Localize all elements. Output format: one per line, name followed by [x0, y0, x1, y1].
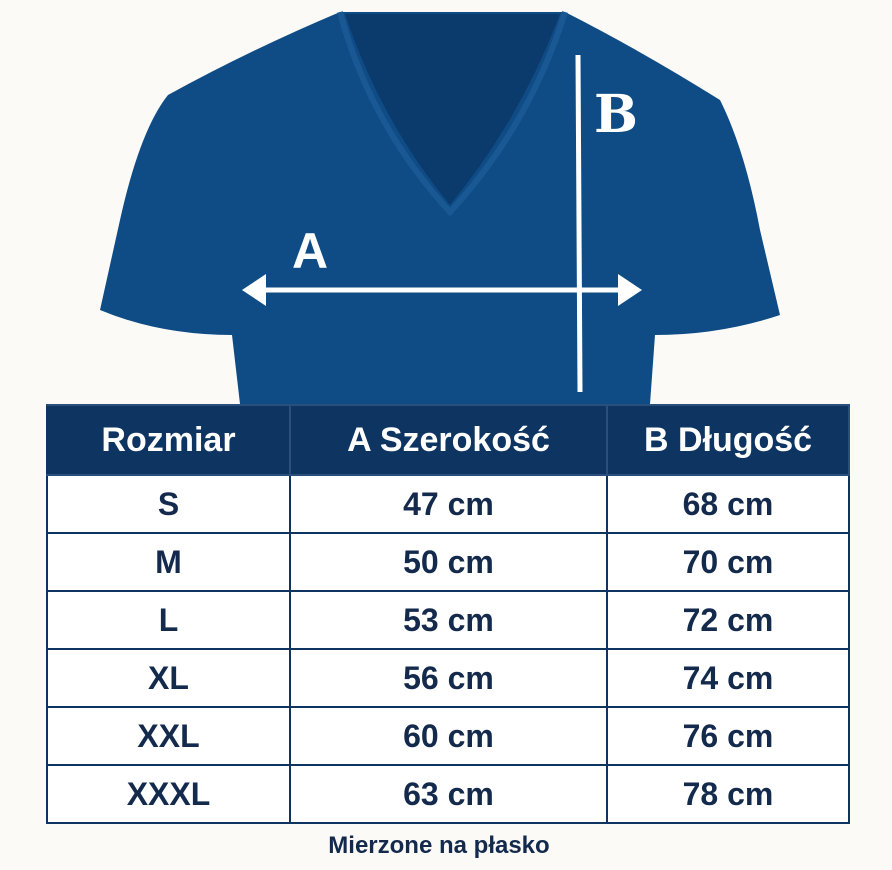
cell-size: XXL	[46, 706, 291, 766]
label-a: A	[292, 223, 329, 279]
table-row: S 47 cm 68 cm	[46, 474, 850, 534]
caption: Mierzone na płasko	[328, 832, 550, 859]
table-row: XXXL 63 cm 78 cm	[46, 764, 850, 824]
header-size: Rozmiar	[46, 404, 291, 476]
measure-line-b	[575, 54, 583, 393]
cell-size: S	[46, 474, 291, 534]
cell-width: 50 cm	[289, 532, 608, 592]
cell-width: 53 cm	[289, 590, 608, 650]
cell-size: L	[46, 590, 291, 650]
label-b: B	[594, 84, 638, 145]
table-row: XXL 60 cm 76 cm	[46, 706, 850, 766]
cell-length: 72 cm	[606, 590, 850, 650]
table-row: M 50 cm 70 cm	[46, 532, 850, 592]
cell-size: XXXL	[46, 764, 291, 824]
table-row: L 53 cm 72 cm	[46, 590, 850, 650]
cell-length: 68 cm	[606, 474, 850, 534]
tshirt-body	[100, 12, 780, 404]
cell-length: 70 cm	[606, 532, 850, 592]
cell-size: M	[46, 532, 291, 592]
cell-width: 47 cm	[289, 474, 608, 534]
tshirt-collar	[345, 14, 560, 205]
cell-length: 74 cm	[606, 648, 850, 708]
cell-width: 56 cm	[289, 648, 608, 708]
collar-trim	[337, 11, 568, 217]
cell-size: XL	[46, 648, 291, 708]
cell-length: 78 cm	[606, 764, 850, 824]
cell-length: 76 cm	[606, 706, 850, 766]
cell-width: 63 cm	[289, 764, 608, 824]
table-row: XL 56 cm 74 cm	[46, 648, 850, 708]
arrow-head-left	[242, 274, 266, 306]
header-width: A Szerokość	[289, 404, 608, 476]
size-table: Rozmiar A Szerokość B Długość S 47 cm 68 c…	[46, 404, 850, 824]
cell-width: 60 cm	[289, 706, 608, 766]
header-length: B Długość	[606, 404, 850, 476]
tshirt-illustration	[100, 11, 780, 404]
table-header: Rozmiar A Szerokość B Długość	[46, 404, 850, 476]
arrow-head-right	[618, 274, 642, 306]
